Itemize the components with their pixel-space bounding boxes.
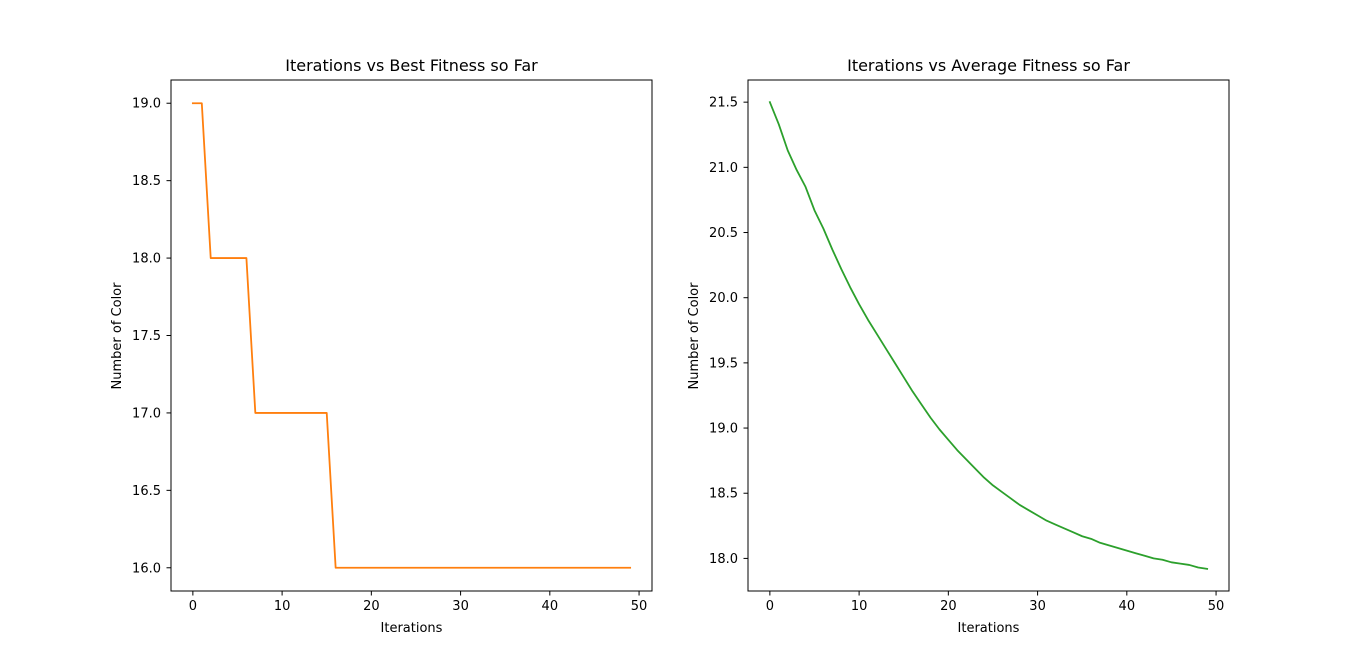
- y-tick-label: 17.5: [132, 329, 161, 344]
- x-tick-label: 50: [631, 599, 648, 614]
- y-tick-label: 19.0: [709, 422, 738, 437]
- x-tick-label: 10: [851, 599, 868, 614]
- x-axis-label: Iterations: [958, 621, 1020, 636]
- y-tick-label: 16.5: [132, 484, 161, 499]
- x-axis-label: Iterations: [381, 621, 443, 636]
- y-tick-label: 20.5: [709, 226, 738, 241]
- series-line: [191, 102, 632, 569]
- x-tick-label: 40: [542, 599, 559, 614]
- y-tick-label: 19.5: [709, 356, 738, 371]
- plot-average-fitness: Iterations vs Average Fitness so Far Ite…: [687, 56, 1230, 636]
- chart-title: Iterations vs Average Fitness so Far: [847, 56, 1130, 75]
- axes-frame: [747, 79, 1230, 592]
- y-tick-label: 17.0: [132, 406, 161, 421]
- x-tick-label: 0: [766, 599, 774, 614]
- y-tick-label: 21.5: [709, 96, 738, 111]
- chart-title: Iterations vs Best Fitness so Far: [285, 56, 538, 75]
- x-tick-label: 20: [940, 599, 957, 614]
- y-tick-label: 18.0: [132, 252, 161, 267]
- y-tick-label: 18.0: [709, 552, 738, 567]
- y-tick-label: 18.5: [132, 174, 161, 189]
- y-tick-label: 21.0: [709, 161, 738, 176]
- y-tick-label: 18.5: [709, 487, 738, 502]
- x-tick-label: 10: [274, 599, 291, 614]
- x-tick-label: 30: [1029, 599, 1046, 614]
- series-line: [768, 100, 1209, 570]
- x-tick-label: 0: [189, 599, 197, 614]
- y-axis-label: Number of Color: [687, 282, 702, 390]
- x-tick-label: 30: [452, 599, 469, 614]
- y-tick-label: 20.0: [709, 291, 738, 306]
- y-tick-label: 16.0: [132, 561, 161, 576]
- x-tick-label: 40: [1119, 599, 1136, 614]
- y-axis-label: Number of Color: [110, 282, 125, 390]
- x-tick-label: 50: [1208, 599, 1225, 614]
- x-tick-label: 20: [363, 599, 380, 614]
- plot-best-fitness: Iterations vs Best Fitness so Far Iterat…: [110, 56, 653, 636]
- axes-frame: [170, 79, 653, 592]
- y-tick-label: 19.0: [132, 97, 161, 112]
